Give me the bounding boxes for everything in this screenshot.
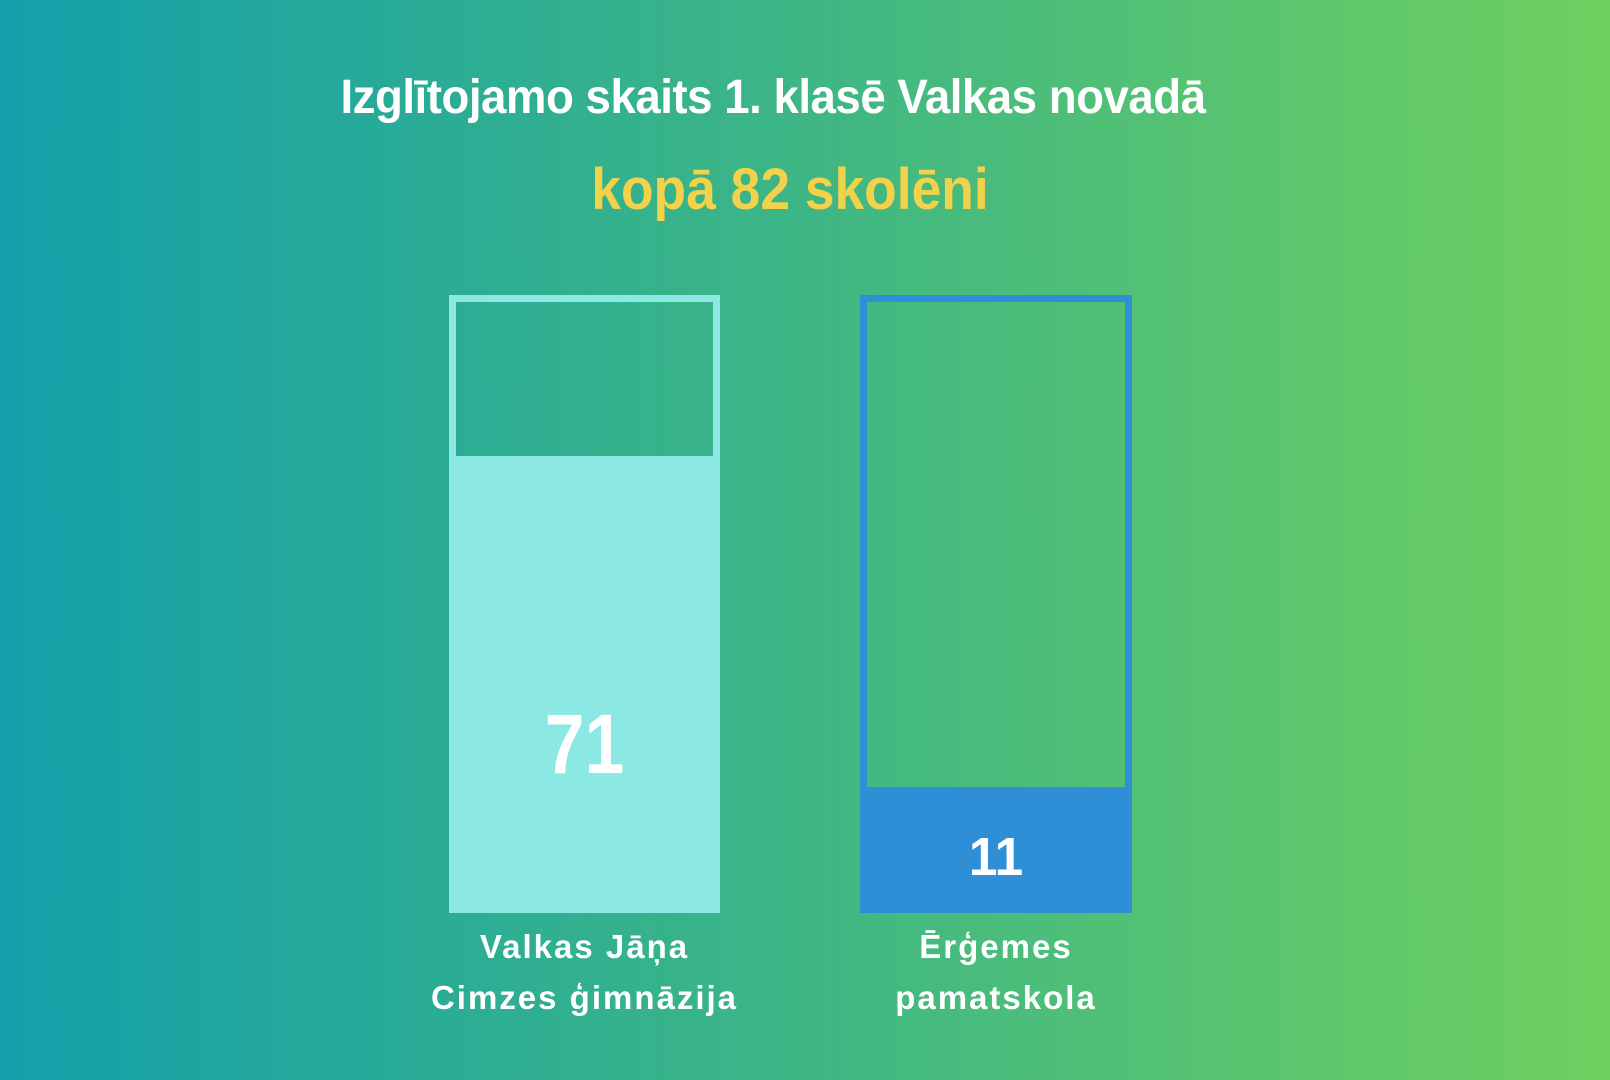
chart-title: Izglītojamo skaits 1. klasē Valkas novad… xyxy=(340,71,1206,124)
bar-label-valkas-line1: Valkas Jāņa xyxy=(479,928,690,965)
bar-label-valkas-line2: Cimzes ģimnāzija xyxy=(430,979,739,1016)
bar-valkas-gimnazija: 71 xyxy=(449,295,720,913)
bar-label-ergemes: Ērģemes pamatskola xyxy=(810,921,1182,1023)
bar-ergemes-value: 11 xyxy=(968,827,1024,887)
bar-valkas-fill xyxy=(456,456,713,906)
bar-label-ergemes-line1: Ērģemes xyxy=(919,928,1073,965)
chart-subtitle: kopā 82 skolēni xyxy=(591,157,989,222)
bar-label-ergemes-line2: pamatskola xyxy=(895,979,1097,1016)
bar-ergemes-pamatskola: 11 xyxy=(860,295,1132,913)
bar-label-valkas: Valkas Jāņa Cimzes ģimnāzija xyxy=(399,921,770,1023)
bar-ergemes-fill xyxy=(867,787,1125,906)
bar-valkas-value: 71 xyxy=(544,697,625,791)
